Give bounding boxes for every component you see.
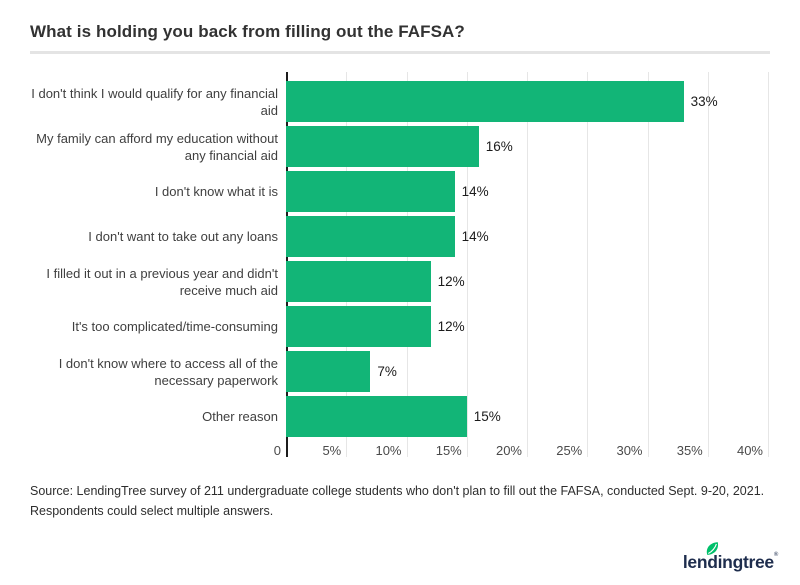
gridline [768,72,769,458]
category-label-text: I don't know where to access all of the … [58,355,278,388]
bar-cell: 15% [285,394,770,439]
x-tick-label: 35% [676,443,703,459]
logo-wordmark: lendingtree [682,552,774,572]
lendingtree-logo: lendingtree® [682,542,778,573]
x-tick-label: 5% [322,443,342,459]
gridline [587,72,589,458]
bar-row: I don't know where to access all of the … [30,349,770,394]
bar [285,261,431,303]
value-label: 14% [461,184,489,200]
gridline [647,72,649,458]
bar-row: I don't think I would qualify for any fi… [30,79,770,124]
value-label: 15% [473,409,501,425]
x-tick-label: 0 [273,443,281,459]
category-label: I don't want to take out any loans [30,214,284,259]
bar-cell: 12% [285,259,770,304]
category-label-text: My family can afford my education withou… [36,130,278,163]
bar [285,396,467,438]
category-label-text: Other reason [202,409,278,425]
bar-cell: 16% [285,124,770,169]
bar-cell: 33% [285,79,770,124]
value-label: 14% [461,229,489,245]
x-tick-label: 30% [616,443,643,459]
category-label-text: I filled it out in a previous year and d… [46,265,278,298]
logo-trademark: ® [773,552,778,558]
bar [285,81,684,123]
bar [285,216,455,258]
value-label: 16% [485,139,513,155]
bar-rows: I don't think I would qualify for any fi… [30,72,770,439]
bar [285,171,455,213]
bar-chart: I don't think I would qualify for any fi… [30,72,770,458]
bar-cell: 14% [285,169,770,214]
bar-row: I don't want to take out any loans 14% [30,214,770,259]
value-label: 7% [377,364,397,380]
category-label: It's too complicated/time-consuming [30,304,284,349]
category-label-text: I don't know what it is [154,184,278,200]
category-label-text: I don't want to take out any loans [88,229,278,245]
category-label: Other reason [30,394,284,439]
value-label: 12% [437,319,465,335]
logo-text: lendingtree® [682,542,778,573]
category-label: I don't know what it is [30,169,284,214]
bar [285,126,479,168]
bar-row: I don't know what it is 14% [30,169,770,214]
leaf-icon [706,542,718,555]
x-tick-label: 15% [435,443,462,459]
category-label: My family can afford my education withou… [30,124,284,169]
bar-row: My family can afford my education withou… [30,124,770,169]
x-tick-label: 40% [736,443,763,459]
value-label: 33% [690,94,718,110]
x-axis-ticks: 0 5% 10% 15% 20% 25% 30% 35% 40% [274,439,776,459]
gridline [527,72,528,458]
gridline [466,72,468,458]
title-divider [30,51,770,55]
bar-row: I filled it out in a previous year and d… [30,259,770,304]
chart-title: What is holding you back from filling ou… [30,22,465,41]
bar-row: Other reason 15% [30,394,770,439]
x-tick-label: 10% [375,443,402,459]
x-tick-label: 20% [495,443,522,459]
bar-row: It's too complicated/time-consuming 12% [30,304,770,349]
category-label: I don't know where to access all of the … [30,349,284,394]
bar [285,351,371,393]
bar-cell: 7% [285,349,770,394]
category-label: I don't think I would qualify for any fi… [30,79,284,124]
source-note: Source: LendingTree survey of 211 underg… [30,484,765,519]
category-label-text: I don't think I would qualify for any fi… [31,85,278,118]
x-tick-label: 25% [556,443,583,459]
category-label-text: It's too complicated/time-consuming [71,319,278,335]
bar-cell: 12% [285,304,770,349]
bar [285,306,431,348]
category-label: I filled it out in a previous year and d… [30,259,284,304]
value-label: 12% [437,274,465,290]
gridline [707,72,709,458]
bar-cell: 14% [285,214,770,259]
